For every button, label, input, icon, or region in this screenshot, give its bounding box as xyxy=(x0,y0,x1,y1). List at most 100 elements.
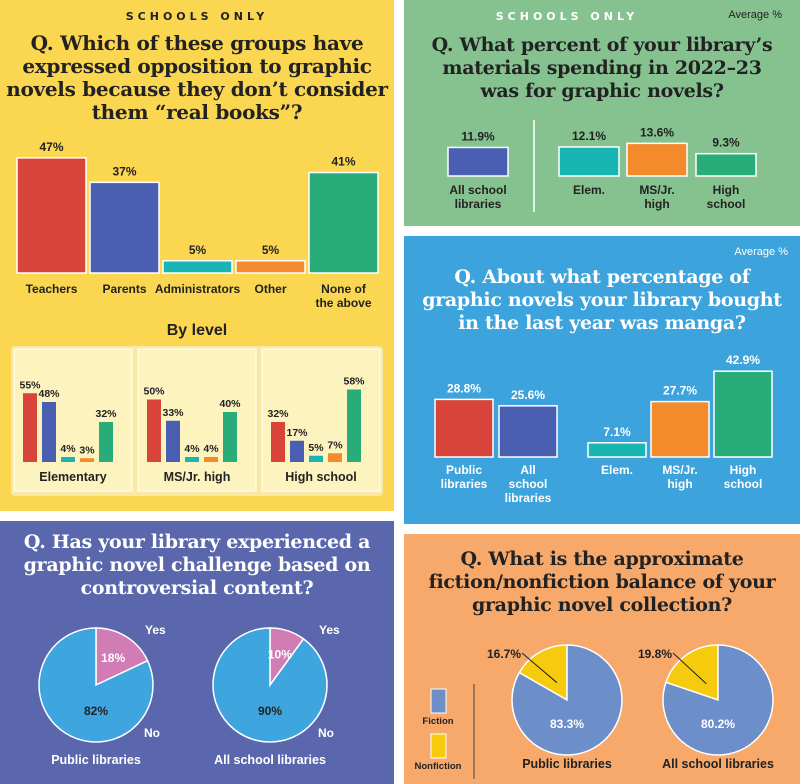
bar xyxy=(89,181,160,274)
bar-value-label: 41% xyxy=(331,155,355,169)
bar-value-label: 40% xyxy=(219,398,241,410)
bar xyxy=(558,146,620,177)
slice-category-label: No xyxy=(144,726,160,740)
bar-value-label: 37% xyxy=(112,164,136,178)
bar xyxy=(162,260,233,274)
bar xyxy=(271,422,285,462)
leader-line xyxy=(672,652,707,685)
bar-value-label: 4% xyxy=(203,443,219,455)
bar xyxy=(61,457,75,462)
average-note: Average % xyxy=(734,246,788,258)
legend-swatch-nonfiction xyxy=(430,733,447,759)
panel-challenge: Q. Has your library experienced a graphi… xyxy=(0,521,394,784)
bar xyxy=(290,440,304,462)
bar-value-label: 3% xyxy=(79,444,95,456)
level-label: Elementary xyxy=(39,470,106,484)
slice-category-label: Yes xyxy=(319,623,340,637)
opposition-bar-chart: 47% Teachers 37% Parents 5% Administrators 5% O… xyxy=(11,140,383,496)
bar xyxy=(626,142,688,177)
pie-title: All school libraries xyxy=(214,753,326,767)
bar-value-label: 9.3% xyxy=(712,136,740,150)
slice-value-label: 10% xyxy=(268,648,292,662)
bar xyxy=(23,393,37,462)
bar xyxy=(80,458,94,462)
panel-opposition: SCHOOLS ONLY Q. Which of these groups ha… xyxy=(0,0,394,511)
bar-value-label: 32% xyxy=(95,408,117,420)
legend-label-nonfiction: Nonfiction xyxy=(415,761,462,772)
question-spending: Q. What percent of your library’s materi… xyxy=(431,34,773,102)
bar-value-label: 12.1% xyxy=(572,129,606,143)
bar-value-label: 17% xyxy=(286,427,308,439)
schools-only-tag: SCHOOLS ONLY xyxy=(125,10,269,23)
category-label: High school xyxy=(707,183,746,211)
bar-value-label: 48% xyxy=(38,388,60,400)
level-label: High school xyxy=(285,470,357,484)
slice-value-label: 18% xyxy=(101,651,125,665)
bar-value-label: 55% xyxy=(19,379,41,391)
pie-slice xyxy=(95,627,149,687)
slice-category-label: Yes xyxy=(145,623,166,637)
bar-value-label: 5% xyxy=(262,243,280,257)
question-challenge: Q. Has your library experienced a graphi… xyxy=(23,531,371,599)
category-label: High school xyxy=(724,463,763,491)
bar xyxy=(695,152,757,177)
slice-category-label: No xyxy=(318,726,334,740)
category-label: Parents xyxy=(102,282,146,296)
bar-value-label: 5% xyxy=(189,243,207,257)
by-level-title: By level xyxy=(166,322,228,339)
pie-slice xyxy=(511,644,623,756)
bar-value-label: 7% xyxy=(327,439,343,451)
bar-value-label: 13.6% xyxy=(640,125,674,139)
category-label: Public libraries xyxy=(441,463,488,491)
bar xyxy=(347,389,361,462)
bar xyxy=(587,442,647,458)
schools-only-tag: SCHOOLS ONLY xyxy=(495,10,639,23)
category-label: Elem. xyxy=(601,463,633,477)
bar-value-label: 4% xyxy=(184,443,200,455)
average-note: Average % xyxy=(728,9,782,21)
legend-swatch-fiction xyxy=(430,688,447,714)
bar xyxy=(99,422,113,462)
panel-fiction: Q. What is the approximate fiction/nonfi… xyxy=(404,534,800,784)
slice-value-label: 90% xyxy=(258,704,282,718)
category-label: All school libraries xyxy=(505,463,552,505)
legend-label-fiction: Fiction xyxy=(422,716,453,727)
bar xyxy=(16,157,87,274)
level-panel xyxy=(13,348,133,492)
slice-value-label: 19.8% xyxy=(638,647,672,661)
pie-title: All school libraries xyxy=(662,757,774,771)
category-label: Elem. xyxy=(573,183,605,197)
question-fiction: Q. What is the approximate fiction/nonfi… xyxy=(428,548,776,616)
bar-value-label: 50% xyxy=(143,386,165,398)
bar xyxy=(308,171,379,274)
bar xyxy=(147,399,161,462)
question-opposition: Q. Which of these groups have expressed … xyxy=(6,31,388,124)
bar xyxy=(650,400,710,458)
bar-value-label: 58% xyxy=(343,376,365,388)
bar-value-label: 7.1% xyxy=(603,425,631,439)
category-label: Other xyxy=(254,282,286,296)
category-label: Administrators xyxy=(155,282,241,296)
bar xyxy=(166,420,180,462)
bar-value-label: 33% xyxy=(162,407,184,419)
bar xyxy=(713,370,773,458)
bar xyxy=(434,398,494,458)
bar-value-label: 42.9% xyxy=(726,353,760,367)
bar xyxy=(204,457,218,462)
question-manga: Q. About what percentage of graphic nove… xyxy=(422,266,782,334)
category-label: None of the above xyxy=(315,282,371,310)
pie-title: Public libraries xyxy=(522,757,612,771)
pie-slice xyxy=(662,644,774,756)
category-label: MS/Jr. high xyxy=(662,463,697,491)
bar xyxy=(223,412,237,462)
bar-value-label: 47% xyxy=(39,140,63,154)
bar xyxy=(447,146,509,177)
leader-line xyxy=(521,652,558,684)
bar xyxy=(328,453,342,462)
fiction-pie-charts: 83.3% 16.7% Public libraries 80.2% 19.8% All … xyxy=(415,644,774,779)
pie-slice xyxy=(518,644,568,702)
slice-value-label: 82% xyxy=(84,704,108,718)
category-label: All school libraries xyxy=(449,183,506,211)
category-label: MS/Jr. high xyxy=(639,183,674,211)
bar xyxy=(185,457,199,462)
